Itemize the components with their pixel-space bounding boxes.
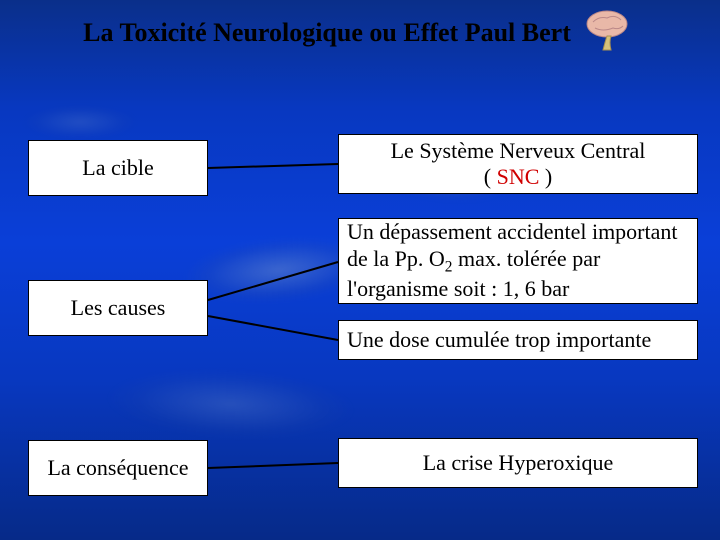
box-snc: Le Système Nerveux Central ( SNC ) [338,134,698,194]
box-la-cible: La cible [28,140,208,196]
snc-paren-close: ) [539,164,552,189]
box-la-consequence: La conséquence [28,440,208,496]
box-crise-hyperoxique: La crise Hyperoxique [338,438,698,488]
snc-line1: Le Système Nerveux Central [391,138,646,163]
text-cause-dose: Une dose cumulée trop importante [347,327,651,353]
label-les-causes: Les causes [71,295,166,321]
snc-abbrev: SNC [497,164,540,189]
connector-line [208,463,338,468]
connector-line [208,262,338,300]
box-cause-depassement: Un dépassement accidentel important de l… [338,218,698,304]
snc-paren-open: ( [484,164,497,189]
text-crise-hyperoxique: La crise Hyperoxique [423,450,614,476]
box-les-causes: Les causes [28,280,208,336]
text-snc: Le Système Nerveux Central ( SNC ) [391,138,646,191]
connector-line [208,316,338,340]
label-la-consequence: La conséquence [47,455,188,481]
label-la-cible: La cible [82,155,153,181]
connector-line [208,164,338,168]
box-cause-dose: Une dose cumulée trop importante [338,320,698,360]
text-cause-depassement: Un dépassement accidentel important de l… [347,219,689,303]
